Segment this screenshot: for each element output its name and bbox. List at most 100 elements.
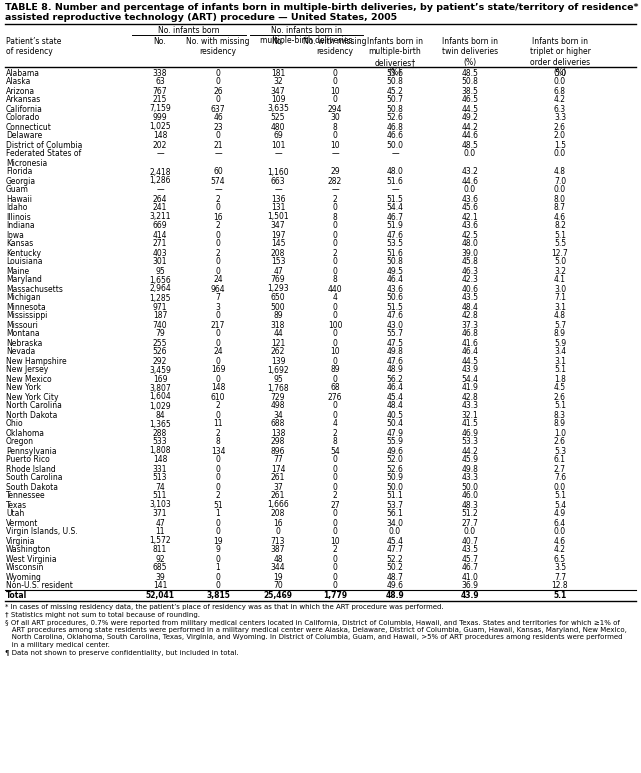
Text: Infants born in
twin deliveries
(%): Infants born in twin deliveries (%)	[442, 37, 498, 66]
Text: 610: 610	[211, 393, 225, 401]
Text: Indiana: Indiana	[6, 222, 35, 230]
Text: 8: 8	[215, 438, 221, 447]
Text: Maryland: Maryland	[6, 275, 42, 284]
Text: 4.9: 4.9	[554, 509, 566, 519]
Text: 50.0: 50.0	[387, 141, 403, 149]
Text: 45.6: 45.6	[462, 203, 478, 213]
Text: 95: 95	[155, 267, 165, 275]
Text: 0: 0	[215, 474, 221, 482]
Text: New Hampshire: New Hampshire	[6, 356, 67, 366]
Text: 4.2: 4.2	[554, 546, 566, 554]
Text: 50.8: 50.8	[387, 104, 403, 114]
Text: 964: 964	[211, 284, 226, 294]
Text: 77: 77	[273, 455, 283, 465]
Text: 8.3: 8.3	[554, 410, 566, 420]
Text: 52.6: 52.6	[387, 114, 403, 122]
Text: Alabama: Alabama	[6, 69, 40, 77]
Text: 54.4: 54.4	[387, 203, 403, 213]
Text: 663: 663	[271, 176, 285, 186]
Text: —: —	[331, 186, 339, 195]
Text: 271: 271	[153, 240, 167, 248]
Text: 0: 0	[333, 267, 337, 275]
Text: 148: 148	[153, 455, 167, 465]
Text: 5.9: 5.9	[554, 339, 566, 348]
Text: No. with missing
residency: No. with missing residency	[303, 37, 367, 56]
Text: 0: 0	[333, 527, 337, 536]
Text: 6.8: 6.8	[554, 87, 566, 96]
Text: California: California	[6, 104, 43, 114]
Text: 282: 282	[328, 176, 342, 186]
Text: 480: 480	[271, 122, 285, 131]
Text: 47: 47	[155, 519, 165, 527]
Text: 217: 217	[211, 321, 225, 329]
Text: 48.5: 48.5	[462, 69, 478, 77]
Text: 338: 338	[153, 69, 167, 77]
Text: 37.3: 37.3	[462, 321, 478, 329]
Text: Puerto Rico: Puerto Rico	[6, 455, 50, 465]
Text: 50.2: 50.2	[387, 564, 403, 573]
Text: 0.0: 0.0	[554, 186, 566, 195]
Text: 7.7: 7.7	[554, 573, 566, 581]
Text: 41.0: 41.0	[462, 573, 478, 581]
Text: North Dakota: North Dakota	[6, 410, 58, 420]
Text: 2: 2	[333, 248, 337, 257]
Text: Delaware: Delaware	[6, 131, 42, 141]
Text: 55.9: 55.9	[387, 438, 403, 447]
Text: 0: 0	[215, 267, 221, 275]
Text: 42.5: 42.5	[462, 230, 478, 240]
Text: 0.0: 0.0	[554, 149, 566, 158]
Text: New Jersey: New Jersey	[6, 366, 48, 374]
Text: 3.5: 3.5	[554, 564, 566, 573]
Text: 8.7: 8.7	[554, 203, 566, 213]
Text: 42.8: 42.8	[462, 312, 478, 321]
Text: 5.1: 5.1	[554, 401, 566, 410]
Text: 5.5: 5.5	[554, 240, 566, 248]
Text: 0: 0	[215, 581, 221, 591]
Text: 0: 0	[333, 573, 337, 581]
Text: 294: 294	[328, 104, 342, 114]
Text: 0: 0	[333, 69, 337, 77]
Text: 5.4: 5.4	[554, 500, 566, 509]
Text: 131: 131	[271, 203, 285, 213]
Text: 44.5: 44.5	[462, 356, 478, 366]
Text: 896: 896	[271, 447, 285, 455]
Text: 10: 10	[330, 348, 340, 356]
Text: 181: 181	[271, 69, 285, 77]
Text: 45.9: 45.9	[462, 455, 478, 465]
Text: 36.9: 36.9	[462, 581, 478, 591]
Text: North Carolina: North Carolina	[6, 401, 62, 410]
Text: 414: 414	[153, 230, 167, 240]
Text: Micronesia: Micronesia	[6, 158, 47, 168]
Text: 42.8: 42.8	[462, 393, 478, 401]
Text: 139: 139	[271, 356, 285, 366]
Text: 2: 2	[215, 222, 221, 230]
Text: 2,418: 2,418	[149, 168, 171, 176]
Text: —: —	[156, 149, 164, 158]
Text: New York City: New York City	[6, 393, 58, 401]
Text: 3,807: 3,807	[149, 383, 171, 393]
Text: 4.8: 4.8	[554, 168, 566, 176]
Text: 1,808: 1,808	[149, 447, 171, 455]
Text: Alaska: Alaska	[6, 77, 31, 87]
Text: 50.8: 50.8	[387, 77, 403, 87]
Text: 0: 0	[215, 69, 221, 77]
Text: 4.5: 4.5	[554, 383, 566, 393]
Text: 0: 0	[215, 573, 221, 581]
Text: 51.5: 51.5	[387, 195, 403, 203]
Text: 500: 500	[271, 302, 285, 312]
Text: 4.2: 4.2	[554, 96, 566, 104]
Text: 1,656: 1,656	[149, 275, 171, 284]
Text: 1,501: 1,501	[267, 213, 289, 222]
Text: 7.1: 7.1	[554, 294, 566, 302]
Text: 39: 39	[155, 573, 165, 581]
Text: 46.7: 46.7	[387, 213, 403, 222]
Text: 0: 0	[215, 527, 221, 536]
Text: 1,160: 1,160	[267, 168, 289, 176]
Text: 46.6: 46.6	[387, 131, 403, 141]
Text: 7: 7	[215, 294, 221, 302]
Text: 45.4: 45.4	[387, 536, 403, 546]
Text: 51.1: 51.1	[387, 492, 403, 500]
Text: 3,459: 3,459	[149, 366, 171, 374]
Text: 43.5: 43.5	[462, 294, 478, 302]
Text: 42.3: 42.3	[462, 275, 478, 284]
